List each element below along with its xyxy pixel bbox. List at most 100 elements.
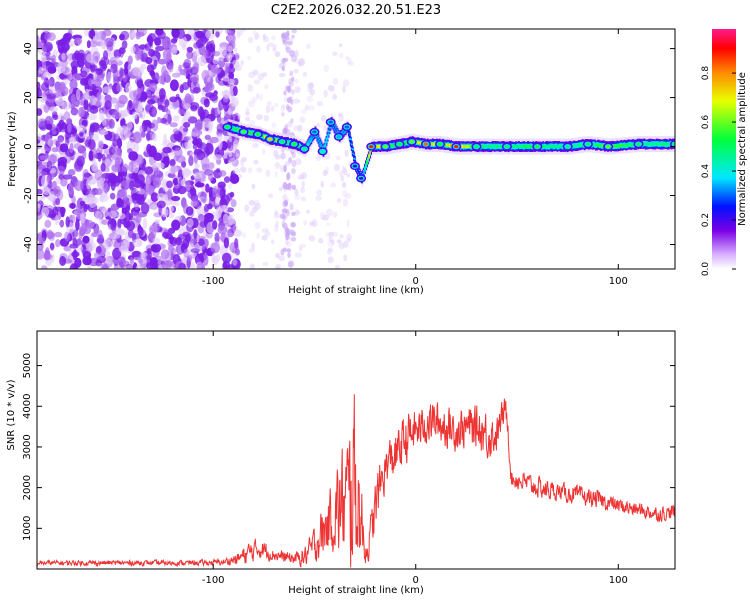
noise-speckle bbox=[57, 156, 68, 165]
noise-speckle bbox=[234, 149, 241, 159]
x-tick-label: 100 bbox=[609, 276, 628, 287]
noise-speckle bbox=[340, 175, 345, 182]
trace-core bbox=[551, 145, 554, 149]
noise-speckle bbox=[241, 29, 246, 32]
trace-blob bbox=[312, 130, 317, 134]
noise-speckle bbox=[67, 183, 74, 195]
noise-speckle bbox=[114, 156, 121, 169]
trace-core bbox=[430, 142, 433, 146]
noise-speckle bbox=[159, 117, 168, 124]
noise-speckle bbox=[128, 213, 133, 221]
trace-core bbox=[595, 143, 597, 147]
trace-core bbox=[649, 142, 652, 146]
noise-speckle bbox=[46, 229, 54, 240]
noise-speckle bbox=[298, 58, 306, 67]
noise-speckle bbox=[218, 170, 227, 177]
noise-speckle bbox=[280, 164, 284, 173]
noise-speckle bbox=[286, 97, 292, 104]
trace-core bbox=[333, 126, 336, 130]
trace-core bbox=[652, 142, 655, 146]
noise-speckle bbox=[55, 197, 61, 206]
noise-speckle bbox=[132, 238, 143, 248]
noise-speckle bbox=[204, 203, 209, 212]
noise-speckle bbox=[287, 252, 291, 258]
noise-speckle bbox=[240, 166, 247, 173]
noise-speckle bbox=[51, 147, 59, 153]
noise-speckle bbox=[133, 161, 139, 174]
noise-speckle bbox=[282, 214, 287, 221]
noise-speckle bbox=[157, 58, 167, 65]
noise-speckle bbox=[252, 143, 259, 149]
trace-core bbox=[643, 142, 646, 146]
noise-speckle bbox=[130, 45, 136, 54]
noise-speckle bbox=[148, 82, 158, 92]
noise-speckle bbox=[287, 260, 294, 268]
trace-core bbox=[369, 151, 371, 155]
noise-speckle bbox=[282, 194, 288, 201]
trace-core bbox=[599, 143, 601, 147]
noise-speckle bbox=[235, 153, 241, 158]
trace-core bbox=[601, 144, 603, 148]
noise-speckle bbox=[125, 263, 134, 269]
noise-speckle bbox=[103, 50, 108, 61]
noise-speckle bbox=[74, 180, 84, 192]
noise-speckle bbox=[327, 248, 332, 256]
noise-speckle bbox=[247, 55, 252, 61]
trace-core bbox=[483, 145, 486, 149]
noise-speckle bbox=[61, 52, 66, 61]
noise-speckle bbox=[157, 116, 162, 124]
trace-core bbox=[556, 145, 559, 149]
noise-speckle bbox=[95, 188, 103, 196]
noise-speckle bbox=[326, 222, 331, 227]
noise-speckle bbox=[342, 79, 350, 87]
noise-speckle bbox=[286, 173, 291, 181]
trace-core bbox=[514, 145, 516, 149]
noise-speckle bbox=[150, 192, 159, 203]
noise-speckle bbox=[265, 169, 271, 177]
noise-speckle bbox=[69, 143, 74, 153]
noise-speckle bbox=[41, 207, 50, 217]
noise-speckle bbox=[233, 168, 240, 175]
noise-speckle bbox=[38, 66, 44, 74]
noise-speckle bbox=[236, 32, 241, 39]
noise-speckle bbox=[176, 236, 182, 244]
noise-speckle bbox=[227, 107, 232, 115]
trace-blob bbox=[565, 145, 570, 149]
noise-speckle bbox=[151, 243, 162, 253]
noise-speckle bbox=[136, 194, 145, 205]
noise-speckle bbox=[288, 77, 292, 85]
spectrogram-x-ticks: -100 0 100 bbox=[202, 29, 628, 287]
y-tick-label: 2000 bbox=[22, 475, 33, 500]
noise-speckle bbox=[247, 84, 254, 92]
noise-speckle bbox=[100, 162, 106, 172]
noise-speckle bbox=[267, 193, 274, 199]
noise-speckle bbox=[267, 42, 274, 47]
noise-speckle bbox=[306, 95, 314, 103]
noise-speckle bbox=[39, 39, 45, 49]
trace-core bbox=[447, 143, 449, 147]
noise-speckle bbox=[328, 231, 335, 236]
noise-speckle bbox=[99, 194, 109, 202]
noise-speckle bbox=[59, 220, 64, 227]
noise-speckle bbox=[193, 154, 198, 164]
trace-core bbox=[530, 145, 532, 149]
noise-speckle bbox=[124, 194, 134, 205]
noise-speckle bbox=[171, 46, 178, 55]
trace-core bbox=[467, 145, 470, 149]
trace-core bbox=[377, 145, 380, 149]
trace-core bbox=[299, 145, 302, 149]
noise-speckle bbox=[265, 227, 269, 233]
noise-speckle bbox=[101, 219, 109, 226]
noise-speckle bbox=[286, 248, 292, 253]
trace-core bbox=[575, 144, 578, 148]
noise-speckle bbox=[227, 45, 233, 53]
noise-speckle bbox=[145, 174, 152, 186]
noise-speckle bbox=[337, 198, 342, 203]
noise-speckle bbox=[44, 32, 51, 42]
noise-speckle bbox=[103, 182, 109, 194]
colorbar: 0.0 0.2 0.4 0.6 0.8 Normalized spectral ampl… bbox=[701, 29, 748, 276]
noise-speckle bbox=[169, 237, 174, 245]
trace-core bbox=[580, 143, 583, 147]
noise-speckle bbox=[270, 105, 275, 112]
